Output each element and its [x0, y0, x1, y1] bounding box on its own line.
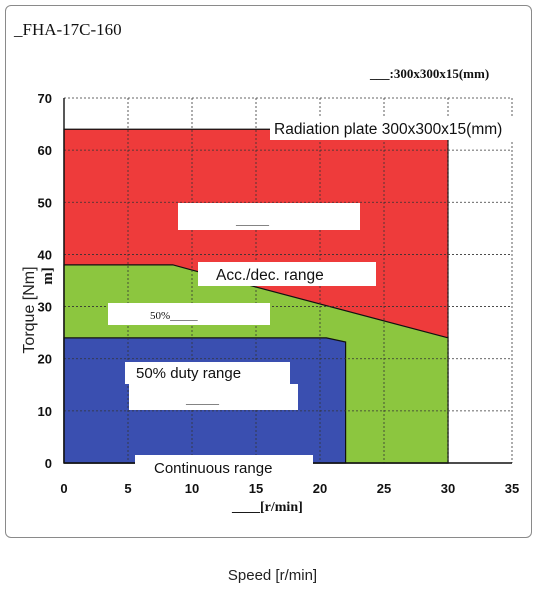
y-tick-label: 10 [38, 404, 52, 419]
y-tick-label: 0 [45, 456, 52, 471]
legend-note: ___:300x300x15(mm) [370, 66, 490, 81]
radiation-label: Radiation plate 300x300x15(mm) [274, 121, 502, 138]
x-tick-label: 20 [313, 481, 327, 496]
x-tick-label: 30 [441, 481, 455, 496]
y-tick-label: 40 [38, 247, 52, 262]
model-label: _FHA-17C-160 [14, 20, 122, 39]
x-unit-label: ____[r/min] [232, 500, 303, 515]
duty-label: 50% duty range [136, 365, 241, 382]
continuous-label-bg [135, 455, 313, 479]
x-tick-label: 15 [249, 481, 263, 496]
y-tick-label: 20 [38, 352, 52, 367]
y-tick-label: 30 [38, 300, 52, 315]
y-tick-label: 60 [38, 143, 52, 158]
x-tick-label: 25 [377, 481, 391, 496]
fifty-small-bg [108, 303, 270, 325]
radiation-label-bg [270, 118, 528, 140]
x-tick-label: 5 [124, 481, 131, 496]
blank-line-blue: ______ [185, 394, 220, 406]
x-tick-label: 0 [60, 481, 67, 496]
duty-label-bg [125, 362, 290, 384]
y-unit-fragment: m] [40, 267, 56, 285]
continuous-label: Continuous range [154, 460, 272, 477]
blank-line-red: ______ [235, 215, 270, 227]
blank-box-blue [129, 384, 298, 410]
y-tick-label: 70 [38, 91, 52, 106]
x-tick-label: 35 [505, 481, 519, 496]
acc-label: Acc./dec. range [216, 267, 324, 284]
y-axis-label: Torque [Nm] [21, 266, 38, 353]
acc-label-bg [198, 262, 376, 286]
speed-caption: Speed [r/min] [227, 567, 318, 584]
blank-box-red [178, 203, 360, 230]
x-tick-label: 10 [185, 481, 199, 496]
y-tick-label: 50 [38, 195, 52, 210]
fifty-small-label: 50%_____ [150, 310, 198, 322]
